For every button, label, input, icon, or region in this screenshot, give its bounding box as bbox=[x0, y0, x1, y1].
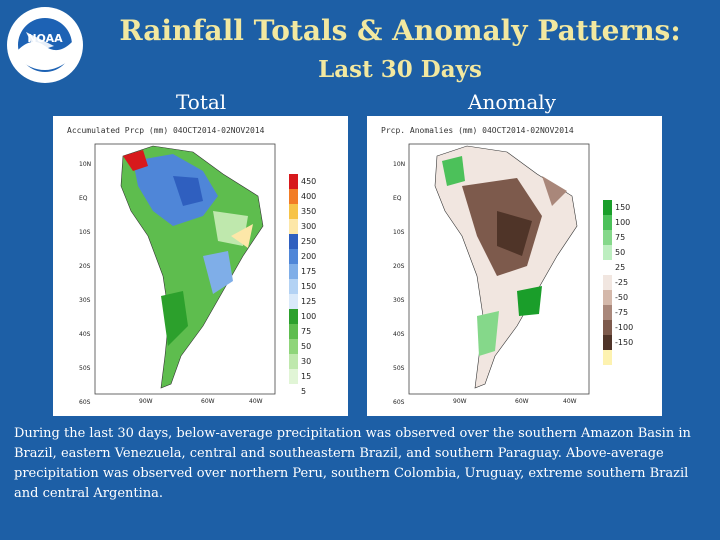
total-legend-label: 30 bbox=[301, 357, 312, 366]
total-legend-swatch bbox=[289, 294, 298, 309]
anomaly-label: Anomaly bbox=[468, 90, 556, 114]
total-legend-swatch bbox=[289, 279, 298, 294]
total-lat-label: 40S bbox=[79, 331, 91, 338]
total-map-panel: Accumulated Prcp (mm) 04OCT2014-02NOV201… bbox=[53, 116, 348, 416]
anomaly-map-title: Prcp. Anomalies (mm) 04OCT2014-02NOV2014 bbox=[381, 126, 574, 135]
total-legend-label: 300 bbox=[301, 222, 317, 231]
anomaly-lon-label: 90W bbox=[453, 398, 467, 405]
noaa-logo: NOAA bbox=[6, 6, 84, 84]
total-lon-label: 40W bbox=[249, 398, 263, 405]
total-lat-label: 30S bbox=[79, 297, 91, 304]
anomaly-legend-label: 75 bbox=[615, 233, 626, 242]
anomaly-legend-swatch bbox=[603, 245, 612, 260]
anomaly-legend-swatch bbox=[603, 335, 612, 350]
anomaly-legend-label: -75 bbox=[615, 308, 629, 317]
anomaly-lat-label: 20S bbox=[393, 263, 405, 270]
total-legend-swatch bbox=[289, 204, 298, 219]
anomaly-lat-label: 30S bbox=[393, 297, 405, 304]
total-legend-label: 175 bbox=[301, 267, 317, 276]
total-legend-label: 50 bbox=[301, 342, 312, 351]
anomaly-legend-swatch bbox=[603, 305, 612, 320]
anomaly-legend-label: 25 bbox=[615, 263, 626, 272]
anomaly-legend-swatch bbox=[603, 260, 612, 275]
total-lat-label: 10S bbox=[79, 229, 91, 236]
total-legend-label: 125 bbox=[301, 297, 317, 306]
total-lat-label: 20S bbox=[79, 263, 91, 270]
anomaly-lat-label: 10S bbox=[393, 229, 405, 236]
anomaly-legend-swatch bbox=[603, 290, 612, 305]
anomaly-legend-swatch bbox=[603, 320, 612, 335]
page-subtitle: Last 30 Days bbox=[318, 56, 482, 83]
total-lat-label: 10N bbox=[79, 161, 92, 168]
total-lon-label: 90W bbox=[139, 398, 153, 405]
anomaly-legend-label: 150 bbox=[615, 203, 631, 212]
anomaly-map-panel: Prcp. Anomalies (mm) 04OCT2014-02NOV2014… bbox=[367, 116, 662, 416]
total-legend-swatch bbox=[289, 309, 298, 324]
anomaly-legend-label: 100 bbox=[615, 218, 631, 227]
total-legend-swatch bbox=[289, 234, 298, 249]
total-legend-swatch bbox=[289, 369, 298, 384]
anomaly-legend-swatch bbox=[603, 215, 612, 230]
caption: During the last 30 days, below-average p… bbox=[14, 426, 691, 501]
total-legend-swatch bbox=[289, 384, 298, 399]
anomaly-legend-swatch bbox=[603, 230, 612, 245]
anomaly-lat-label: 40S bbox=[393, 331, 405, 338]
total-legend-swatch bbox=[289, 339, 298, 354]
total-legend-swatch bbox=[289, 354, 298, 369]
total-label: Total bbox=[176, 90, 227, 114]
anomaly-map bbox=[408, 143, 590, 395]
total-legend-label: 150 bbox=[301, 282, 317, 291]
total-legend-swatch bbox=[289, 219, 298, 234]
total-legend-label: 250 bbox=[301, 237, 317, 246]
anomaly-legend-label: 50 bbox=[615, 248, 626, 257]
anomaly-legend-label: -25 bbox=[615, 278, 629, 287]
page-title: Rainfall Totals & Anomaly Patterns: bbox=[119, 14, 681, 47]
anomaly-lat-label: EQ bbox=[393, 195, 402, 202]
total-legend-label: 5 bbox=[301, 387, 307, 396]
total-legend-label: 400 bbox=[301, 192, 317, 201]
total-legend-swatch bbox=[289, 189, 298, 204]
anomaly-legend-swatch bbox=[603, 275, 612, 290]
anomaly-legend-label: -150 bbox=[615, 338, 634, 347]
anomaly-lat-label: 10N bbox=[393, 161, 406, 168]
total-legend-label: 100 bbox=[301, 312, 317, 321]
total-lon-label: 60W bbox=[201, 398, 215, 405]
anomaly-lon-label: 40W bbox=[563, 398, 577, 405]
total-legend-swatch bbox=[289, 174, 298, 189]
anomaly-lon-label: 60W bbox=[515, 398, 529, 405]
total-lat-label: 60S bbox=[79, 399, 91, 406]
anomaly-legend-swatch bbox=[603, 200, 612, 215]
anomaly-legend-label: -100 bbox=[615, 323, 634, 332]
total-map-title: Accumulated Prcp (mm) 04OCT2014-02NOV201… bbox=[67, 126, 265, 135]
anomaly-lat-label: 60S bbox=[393, 399, 405, 406]
total-legend-label: 200 bbox=[301, 252, 317, 261]
anomaly-legend-label: -50 bbox=[615, 293, 629, 302]
total-legend-label: 350 bbox=[301, 207, 317, 216]
total-map bbox=[94, 143, 276, 395]
total-legend-swatch bbox=[289, 264, 298, 279]
total-legend-label: 450 bbox=[301, 177, 317, 186]
anomaly-lat-label: 50S bbox=[393, 365, 405, 372]
total-legend-label: 15 bbox=[301, 372, 312, 381]
total-lat-label: 50S bbox=[79, 365, 91, 372]
total-legend-swatch bbox=[289, 249, 298, 264]
noaa-logo-text: NOAA bbox=[27, 32, 63, 45]
anomaly-legend-swatch bbox=[603, 350, 612, 365]
total-lat-label: EQ bbox=[79, 195, 88, 202]
total-legend-label: 75 bbox=[301, 327, 312, 336]
total-legend-swatch bbox=[289, 324, 298, 339]
